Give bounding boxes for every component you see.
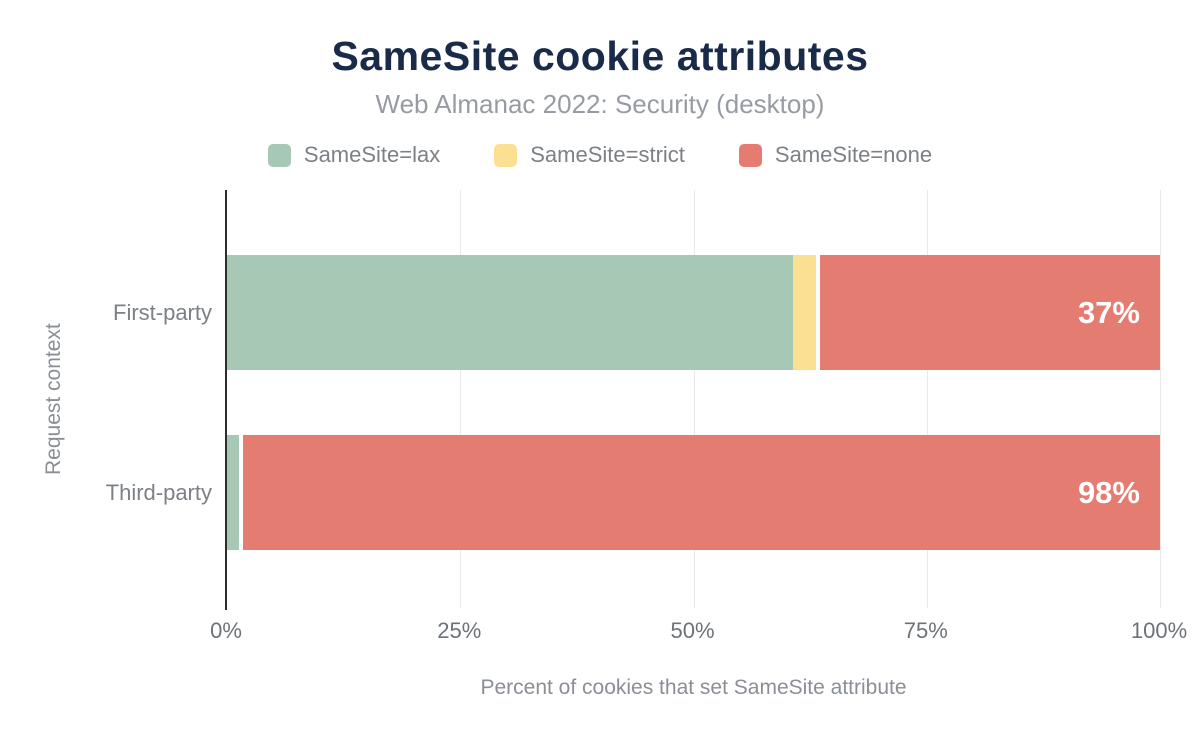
category-label-first-party: First-party bbox=[113, 299, 212, 325]
plot-area: 37% 98% bbox=[227, 190, 1161, 608]
x-tick-label-0pct: 0% bbox=[210, 618, 242, 643]
legend-swatch-samesite-none bbox=[738, 143, 762, 167]
legend-item-samesite-lax: SameSite=lax bbox=[267, 142, 441, 168]
chart-title: SameSite cookie attributes bbox=[331, 33, 869, 79]
bar-row-first-party: 37% bbox=[227, 255, 1160, 370]
x-axis-title: Percent of cookies that set SameSite att… bbox=[480, 676, 907, 699]
gridline-100pct bbox=[1160, 190, 1161, 608]
bar-segment-samesite-lax bbox=[227, 255, 794, 370]
legend-item-samesite-none: SameSite=none bbox=[738, 142, 933, 168]
bar-value-label: 37% bbox=[1077, 294, 1140, 330]
gridline-50pct bbox=[693, 190, 695, 608]
legend-label: SameSite=none bbox=[774, 142, 933, 167]
legend: SameSite=lax SameSite=strict SameSite=none bbox=[0, 142, 1200, 168]
category-label-third-party: Third-party bbox=[105, 479, 212, 505]
legend-label: SameSite=strict bbox=[530, 142, 685, 167]
gridline-75pct bbox=[926, 190, 928, 608]
bar-segment-samesite-lax bbox=[227, 435, 240, 550]
bar-segment-samesite-none: 98% bbox=[239, 435, 1160, 550]
bar-segment-samesite-none: 37% bbox=[815, 255, 1160, 370]
legend-swatch-samesite-lax bbox=[267, 143, 291, 167]
gridline-25pct bbox=[460, 190, 462, 608]
bar-row-third-party: 98% bbox=[227, 435, 1160, 550]
x-tick-label-50pct: 50% bbox=[670, 618, 715, 643]
legend-item-samesite-strict: SameSite=strict bbox=[494, 142, 685, 168]
legend-swatch-samesite-strict bbox=[494, 143, 518, 167]
y-axis-line bbox=[225, 190, 227, 610]
x-tick-label-100pct: 100% bbox=[1130, 618, 1188, 643]
chart-subtitle: Web Almanac 2022: Security (desktop) bbox=[375, 89, 825, 119]
x-tick-label-25pct: 25% bbox=[437, 618, 482, 643]
bar-segment-samesite-strict bbox=[793, 255, 816, 370]
legend-label: SameSite=lax bbox=[303, 142, 441, 167]
x-tick-label-75pct: 75% bbox=[903, 618, 948, 643]
bar-value-label: 98% bbox=[1077, 474, 1140, 510]
